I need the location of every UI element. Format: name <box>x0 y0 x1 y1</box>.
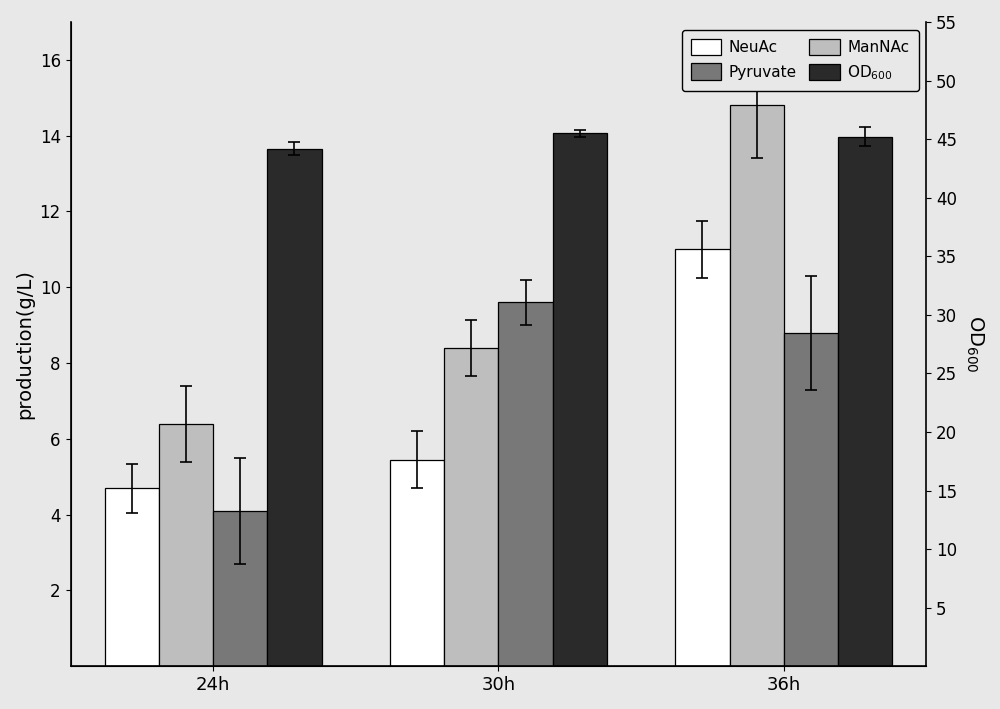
Bar <box>675 250 730 666</box>
Bar <box>730 106 784 666</box>
Legend: NeuAc, Pyruvate, ManNAc, OD$_{600}$: NeuAc, Pyruvate, ManNAc, OD$_{600}$ <box>682 30 919 91</box>
Bar <box>105 489 159 666</box>
Bar <box>784 333 838 666</box>
Y-axis label: OD$_{600}$: OD$_{600}$ <box>964 316 985 373</box>
Y-axis label: production(g/L): production(g/L) <box>15 269 34 419</box>
Bar <box>213 511 267 666</box>
Bar <box>444 348 498 666</box>
Bar <box>498 303 553 666</box>
Bar <box>553 133 607 666</box>
Bar <box>390 459 444 666</box>
Bar <box>159 424 213 666</box>
Bar <box>267 148 322 666</box>
Bar <box>838 137 892 666</box>
